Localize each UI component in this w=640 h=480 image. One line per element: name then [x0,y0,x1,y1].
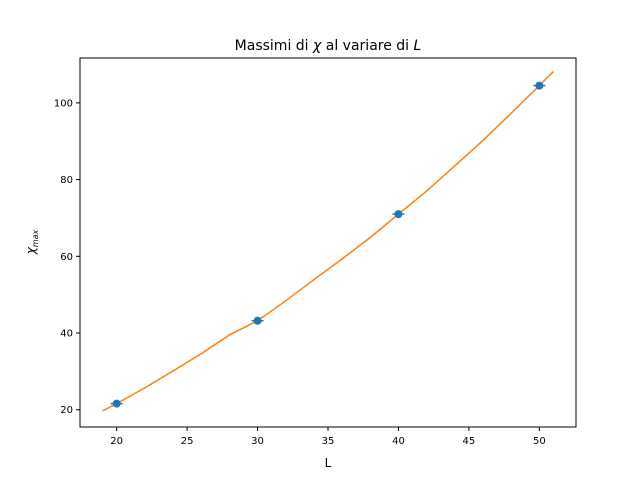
data-point [112,399,121,408]
plot-area: 20 25 30 35 40 45 50 20 40 60 80 100 [54,70,554,447]
x-tick-label: 35 [322,436,335,447]
x-tick-label: 20 [110,436,123,447]
y-axis-label: χmax [24,229,40,255]
x-tick-label: 40 [392,436,405,447]
y-tick-label: 80 [60,175,73,186]
x-tick-label: 50 [533,436,546,447]
x-tick-label: 30 [251,436,264,447]
data-point [535,81,544,90]
x-tick-label: 25 [181,436,194,447]
chart-title: Massimi di χ al variare di L [235,38,422,54]
y-tick-label: 60 [60,252,73,263]
x-axis-label: L [325,456,332,470]
y-tick-label: 20 [60,405,73,416]
y-tick-label: 40 [60,329,73,340]
fit-curve-line [102,70,554,412]
x-tick-label: 45 [463,436,476,447]
y-tick-label: 100 [54,98,73,109]
axes-frame [79,57,577,428]
data-point [394,210,403,219]
data-point [253,316,262,325]
